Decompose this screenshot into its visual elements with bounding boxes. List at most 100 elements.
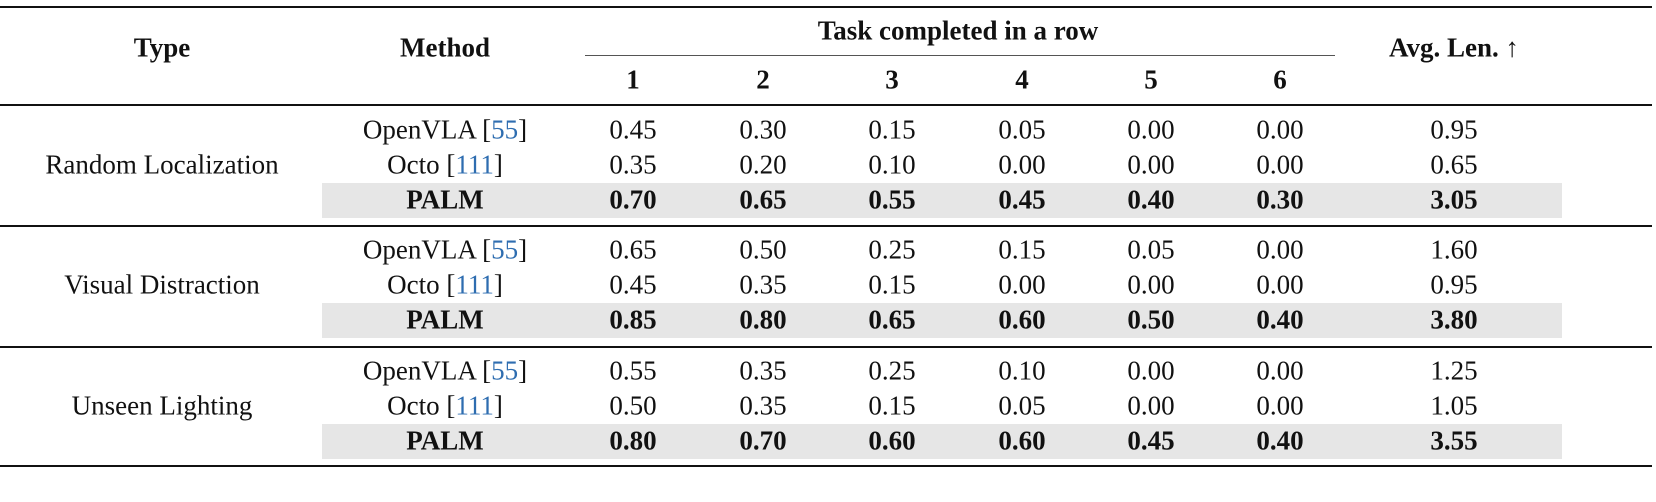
value-cell: 0.55 [868, 184, 916, 215]
group-header-rule [585, 55, 1335, 57]
header-type: Type [133, 32, 191, 63]
avg-len-cell: 1.60 [1430, 234, 1478, 265]
method-cell: Octo [111] [387, 149, 503, 180]
value-cell: 0.30 [739, 114, 787, 145]
value-cell: 0.05 [998, 390, 1046, 421]
method-cell: OpenVLA [55] [362, 114, 528, 145]
avg-len-cell: 1.25 [1430, 355, 1478, 386]
group-1-bottom-rule [0, 225, 1652, 227]
group-2-bottom-rule [0, 346, 1652, 348]
value-cell: 0.00 [1127, 149, 1175, 180]
citation: [111] [439, 149, 503, 180]
citation-link[interactable]: 111 [455, 149, 494, 180]
header-avg-len: Avg. Len. ↑ [1388, 32, 1520, 63]
value-cell: 0.00 [1127, 355, 1175, 386]
value-cell: 0.35 [739, 355, 787, 386]
header-col-5: 5 [1144, 64, 1158, 95]
value-cell: 0.50 [609, 390, 657, 421]
value-cell: 0.20 [739, 149, 787, 180]
value-cell: 0.80 [739, 304, 787, 335]
value-cell: 0.55 [609, 355, 657, 386]
value-cell: 0.05 [998, 114, 1046, 145]
value-cell: 0.30 [1256, 184, 1304, 215]
value-cell: 0.00 [998, 149, 1046, 180]
value-cell: 0.50 [739, 234, 787, 265]
value-cell: 0.45 [609, 269, 657, 300]
citation: [55] [475, 234, 528, 265]
citation: [111] [439, 269, 503, 300]
value-cell: 0.65 [609, 234, 657, 265]
value-cell: 0.00 [1127, 269, 1175, 300]
citation-link[interactable]: 55 [491, 355, 519, 386]
citation-link[interactable]: 55 [491, 234, 519, 265]
header-col-1: 1 [626, 64, 640, 95]
value-cell: 0.00 [1256, 114, 1304, 145]
citation: [111] [439, 390, 503, 421]
group-type-label: Visual Distraction [64, 269, 260, 300]
avg-len-cell: 0.65 [1430, 149, 1478, 180]
value-cell: 0.25 [868, 355, 916, 386]
value-cell: 0.60 [998, 425, 1046, 456]
citation-link[interactable]: 55 [491, 114, 519, 145]
header-col-3: 3 [885, 64, 899, 95]
avg-len-cell: 3.80 [1430, 304, 1478, 335]
method-name: PALM [406, 304, 484, 335]
value-cell: 0.00 [1256, 269, 1304, 300]
value-cell: 0.70 [739, 425, 787, 456]
method-cell: PALM [406, 425, 484, 456]
value-cell: 0.40 [1256, 304, 1304, 335]
value-cell: 0.10 [868, 149, 916, 180]
value-cell: 0.00 [1127, 390, 1175, 421]
value-cell: 0.25 [868, 234, 916, 265]
group-type-label: Random Localization [45, 149, 279, 180]
group-type-label: Unseen Lighting [71, 390, 253, 421]
method-name: Octo [387, 390, 440, 421]
avg-len-cell: 1.05 [1430, 390, 1478, 421]
value-cell: 0.45 [609, 114, 657, 145]
method-name: PALM [406, 425, 484, 456]
value-cell: 0.45 [998, 184, 1046, 215]
value-cell: 0.60 [868, 425, 916, 456]
value-cell: 0.70 [609, 184, 657, 215]
header-col-4: 4 [1015, 64, 1029, 95]
method-name: OpenVLA [362, 355, 476, 386]
method-cell: OpenVLA [55] [362, 355, 528, 386]
value-cell: 0.35 [609, 149, 657, 180]
value-cell: 0.15 [998, 234, 1046, 265]
highlight-row-bg [322, 424, 1562, 459]
header-bottom-rule [0, 104, 1652, 106]
method-cell: OpenVLA [55] [362, 234, 528, 265]
value-cell: 0.40 [1256, 425, 1304, 456]
method-cell: PALM [406, 186, 483, 214]
avg-len-cell: 3.05 [1430, 184, 1478, 215]
method-cell: PALM [406, 304, 484, 335]
citation-link[interactable]: 111 [455, 269, 494, 300]
value-cell: 0.65 [868, 304, 916, 335]
value-cell: 0.35 [739, 269, 787, 300]
citation: [55] [475, 355, 528, 386]
header-task-group: Task completed in a row [817, 15, 1099, 46]
value-cell: 0.00 [1127, 114, 1175, 145]
value-cell: 0.10 [998, 355, 1046, 386]
top-rule [0, 6, 1652, 8]
value-cell: 0.40 [1127, 184, 1175, 215]
highlight-row-bg [322, 183, 1562, 218]
value-cell: 0.00 [1256, 149, 1304, 180]
value-cell: 0.00 [1256, 390, 1304, 421]
value-cell: 0.00 [1256, 355, 1304, 386]
header-col-6: 6 [1273, 64, 1287, 95]
value-cell: 0.15 [868, 269, 916, 300]
value-cell: 0.65 [739, 184, 787, 215]
citation: [55] [475, 114, 528, 145]
value-cell: 0.15 [868, 114, 916, 145]
value-cell: 0.50 [1127, 304, 1175, 335]
avg-len-cell: 3.55 [1430, 425, 1478, 456]
method-name: OpenVLA [362, 234, 476, 265]
bottom-rule [0, 465, 1652, 467]
avg-len-cell: 0.95 [1430, 114, 1478, 145]
method-name: Octo [387, 149, 440, 180]
header-col-2: 2 [756, 64, 770, 95]
method-name: Octo [387, 269, 440, 300]
method-name: OpenVLA [362, 114, 476, 145]
citation-link[interactable]: 111 [455, 390, 494, 421]
